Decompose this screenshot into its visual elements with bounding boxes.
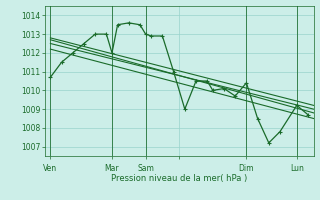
X-axis label: Pression niveau de la mer( hPa ): Pression niveau de la mer( hPa ) <box>111 174 247 183</box>
